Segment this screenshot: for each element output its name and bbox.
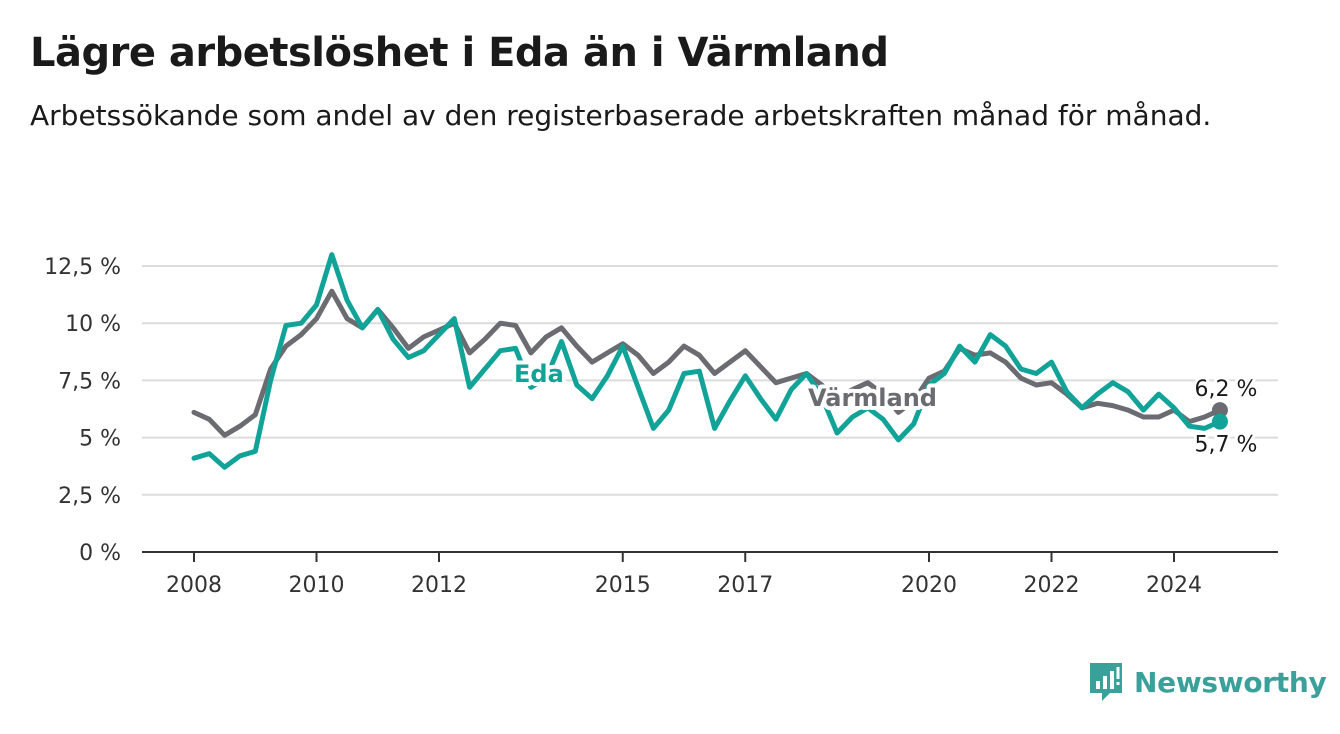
end-point-marker [1211, 402, 1228, 419]
x-tick-label: 2022 [1024, 573, 1080, 598]
x-tick-label: 2017 [717, 573, 773, 598]
newsworthy-logo-icon [1090, 663, 1122, 701]
series-lines [191, 252, 1223, 470]
end-label-eda: 5,7 % [1195, 433, 1258, 458]
end-points: 6,2 % 5,7 % [1192, 374, 1261, 460]
x-tick-label: 2010 [289, 573, 345, 598]
brand-name: Newsworthy [1134, 665, 1327, 699]
series-label-eda: Eda [514, 360, 564, 388]
x-axis-ticks: 2008 2010 2012 2015 2017 2020 2022 2024 [166, 552, 1202, 598]
y-tick-label: 10 % [65, 312, 121, 337]
series-line-varmland [191, 288, 1223, 438]
end-point-marker [1211, 413, 1228, 430]
x-tick-label: 2015 [595, 573, 651, 598]
end-label-varmland: 6,2 % [1195, 377, 1258, 402]
gridlines [142, 265, 1278, 496]
series-line-eda [191, 252, 1223, 470]
brand-logo: Newsworthy [1088, 660, 1327, 704]
y-tick-label: 2,5 % [58, 484, 121, 509]
y-tick-label: 12,5 % [44, 255, 121, 280]
x-tick-label: 2024 [1146, 573, 1202, 598]
y-tick-label: 7,5 % [58, 369, 121, 394]
chart-subtitle: Arbetssökande som andel av den registerb… [30, 99, 1212, 132]
x-tick-label: 2008 [166, 573, 222, 598]
y-tick-label: 0 % [79, 541, 121, 566]
x-tick-label: 2012 [411, 573, 467, 598]
chart-title: Lägre arbetslöshet i Eda än i Värmland [30, 30, 889, 76]
x-tick-label: 2020 [901, 573, 957, 598]
series-label-varmland: Värmland [808, 384, 937, 412]
y-tick-label: 5 % [79, 427, 121, 452]
y-axis-ticks: 0 % 2,5 % 5 % 7,5 % 10 % 12,5 % [44, 255, 121, 566]
